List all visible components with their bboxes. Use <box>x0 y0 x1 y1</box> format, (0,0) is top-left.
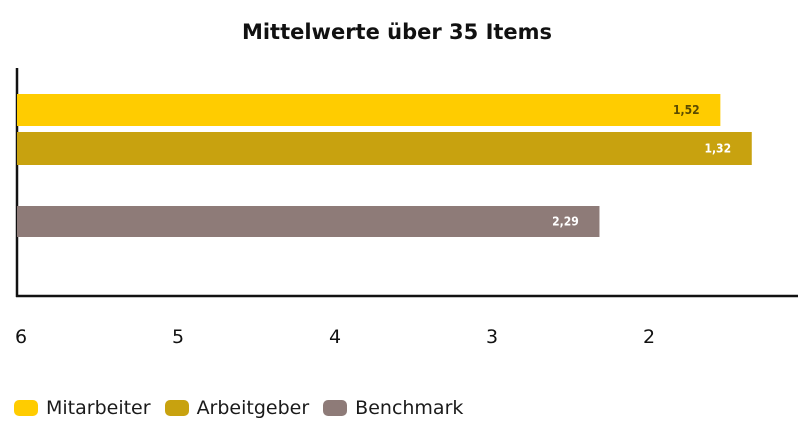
legend: Mitarbeiter Arbeitgeber Benchmark <box>14 397 477 419</box>
bar-arbeitgeber <box>17 132 752 165</box>
x-tick-label: 3 <box>486 326 498 348</box>
legend-item-benchmark: Benchmark <box>323 397 463 419</box>
legend-swatch <box>323 400 348 416</box>
x-tick-label: 4 <box>329 326 341 348</box>
legend-label: Benchmark <box>355 397 464 419</box>
legend-label: Arbeitgeber <box>196 397 310 419</box>
data-label-arbeitgeber: 1,32 <box>704 142 731 156</box>
data-label-mitarbeiter: 1,52 <box>673 103 700 117</box>
bar-benchmark <box>17 206 600 237</box>
legend-swatch <box>164 400 189 416</box>
x-tick-label: 5 <box>172 326 184 348</box>
data-label-benchmark: 2,29 <box>552 215 579 229</box>
x-tick-label: 6 <box>15 326 27 348</box>
bar-mitarbeiter <box>17 94 721 126</box>
legend-label: Mitarbeiter <box>46 397 151 419</box>
legend-item-arbeitgeber: Arbeitgeber <box>164 397 310 419</box>
legend-swatch <box>14 400 38 416</box>
chart-title: Mittelwerte über 35 Items <box>242 20 552 44</box>
legend-item-mitarbeiter: Mitarbeiter <box>14 397 151 419</box>
x-tick-label: 2 <box>643 326 655 348</box>
x-ticks-group: 654321 <box>15 326 655 348</box>
bars-group: 1,52 1,32 2,29 <box>17 94 752 237</box>
